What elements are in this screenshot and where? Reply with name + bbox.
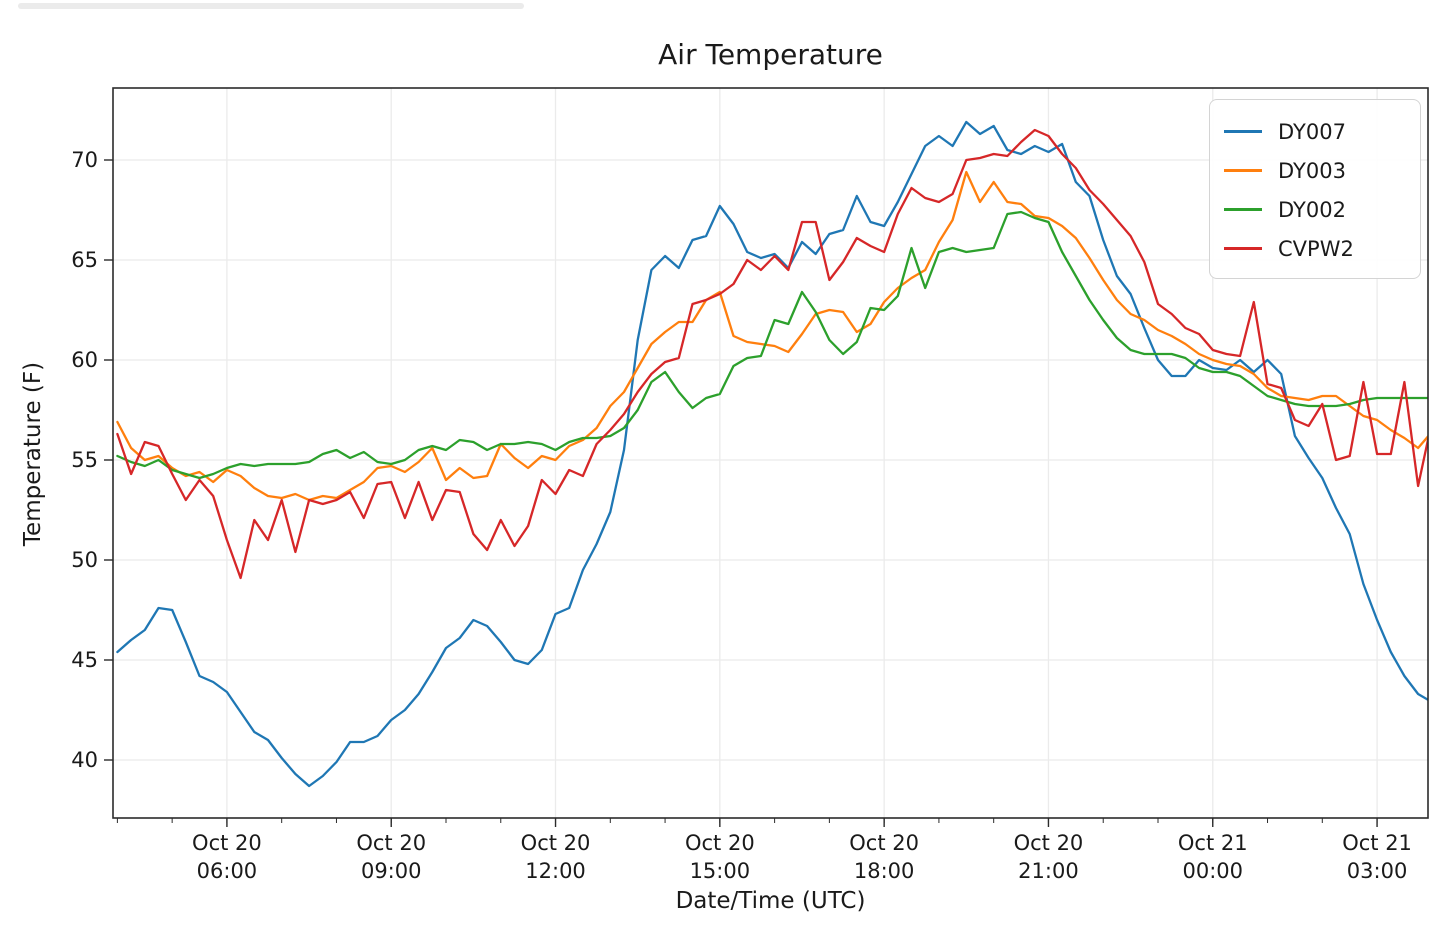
- y-tick-label: 70: [71, 148, 98, 172]
- x-tick-label: Oct 20 12:00: [521, 831, 591, 883]
- horizontal-scrollbar-remnant: [18, 3, 524, 9]
- plot-border: [112, 87, 1429, 819]
- legend-line-swatch-cvpw2: [1224, 247, 1262, 250]
- x-tick-label: Oct 20 06:00: [192, 831, 262, 883]
- y-tick-label: 55: [71, 448, 98, 472]
- legend-entry-dy007: DY007: [1224, 112, 1406, 151]
- legend-line-swatch-dy002: [1224, 208, 1262, 211]
- x-tick-label: Oct 21 03:00: [1342, 831, 1412, 883]
- legend-label: DY007: [1278, 119, 1346, 144]
- y-tick-label: 40: [71, 748, 98, 772]
- legend-line-swatch-dy003: [1224, 169, 1262, 172]
- legend-entry-dy002: DY002: [1224, 190, 1406, 229]
- series-line-cvpw2: [116, 128, 1428, 580]
- legend-label: CVPW2: [1278, 236, 1354, 261]
- y-axis-label: Temperature (F): [20, 361, 46, 547]
- legend-line-swatch-dy007: [1224, 130, 1262, 133]
- x-tick-label: Oct 20 18:00: [849, 831, 919, 883]
- y-tick-label: 60: [71, 348, 98, 372]
- x-tick-label: Oct 20 15:00: [685, 831, 755, 883]
- legend-label: DY002: [1278, 197, 1346, 222]
- legend: DY007 DY003 DY002 CVPW2: [1209, 99, 1421, 279]
- y-tick-label: 50: [71, 548, 98, 572]
- x-tick-label: Oct 20 21:00: [1014, 831, 1084, 883]
- chart-title: Air Temperature: [658, 38, 883, 71]
- legend-entry-cvpw2: CVPW2: [1224, 229, 1406, 268]
- legend-entry-dy003: DY003: [1224, 151, 1406, 190]
- legend-label: DY003: [1278, 158, 1346, 183]
- x-axis-label: Date/Time (UTC): [675, 888, 866, 914]
- x-tick-label: Oct 21 00:00: [1178, 831, 1248, 883]
- y-tick-label: 65: [71, 248, 98, 272]
- series-line-dy007: [116, 120, 1428, 788]
- series-line-dy003: [116, 170, 1428, 502]
- y-tick-label: 45: [71, 648, 98, 672]
- series-line-dy002: [116, 210, 1428, 480]
- x-tick-label: Oct 20 09:00: [356, 831, 426, 883]
